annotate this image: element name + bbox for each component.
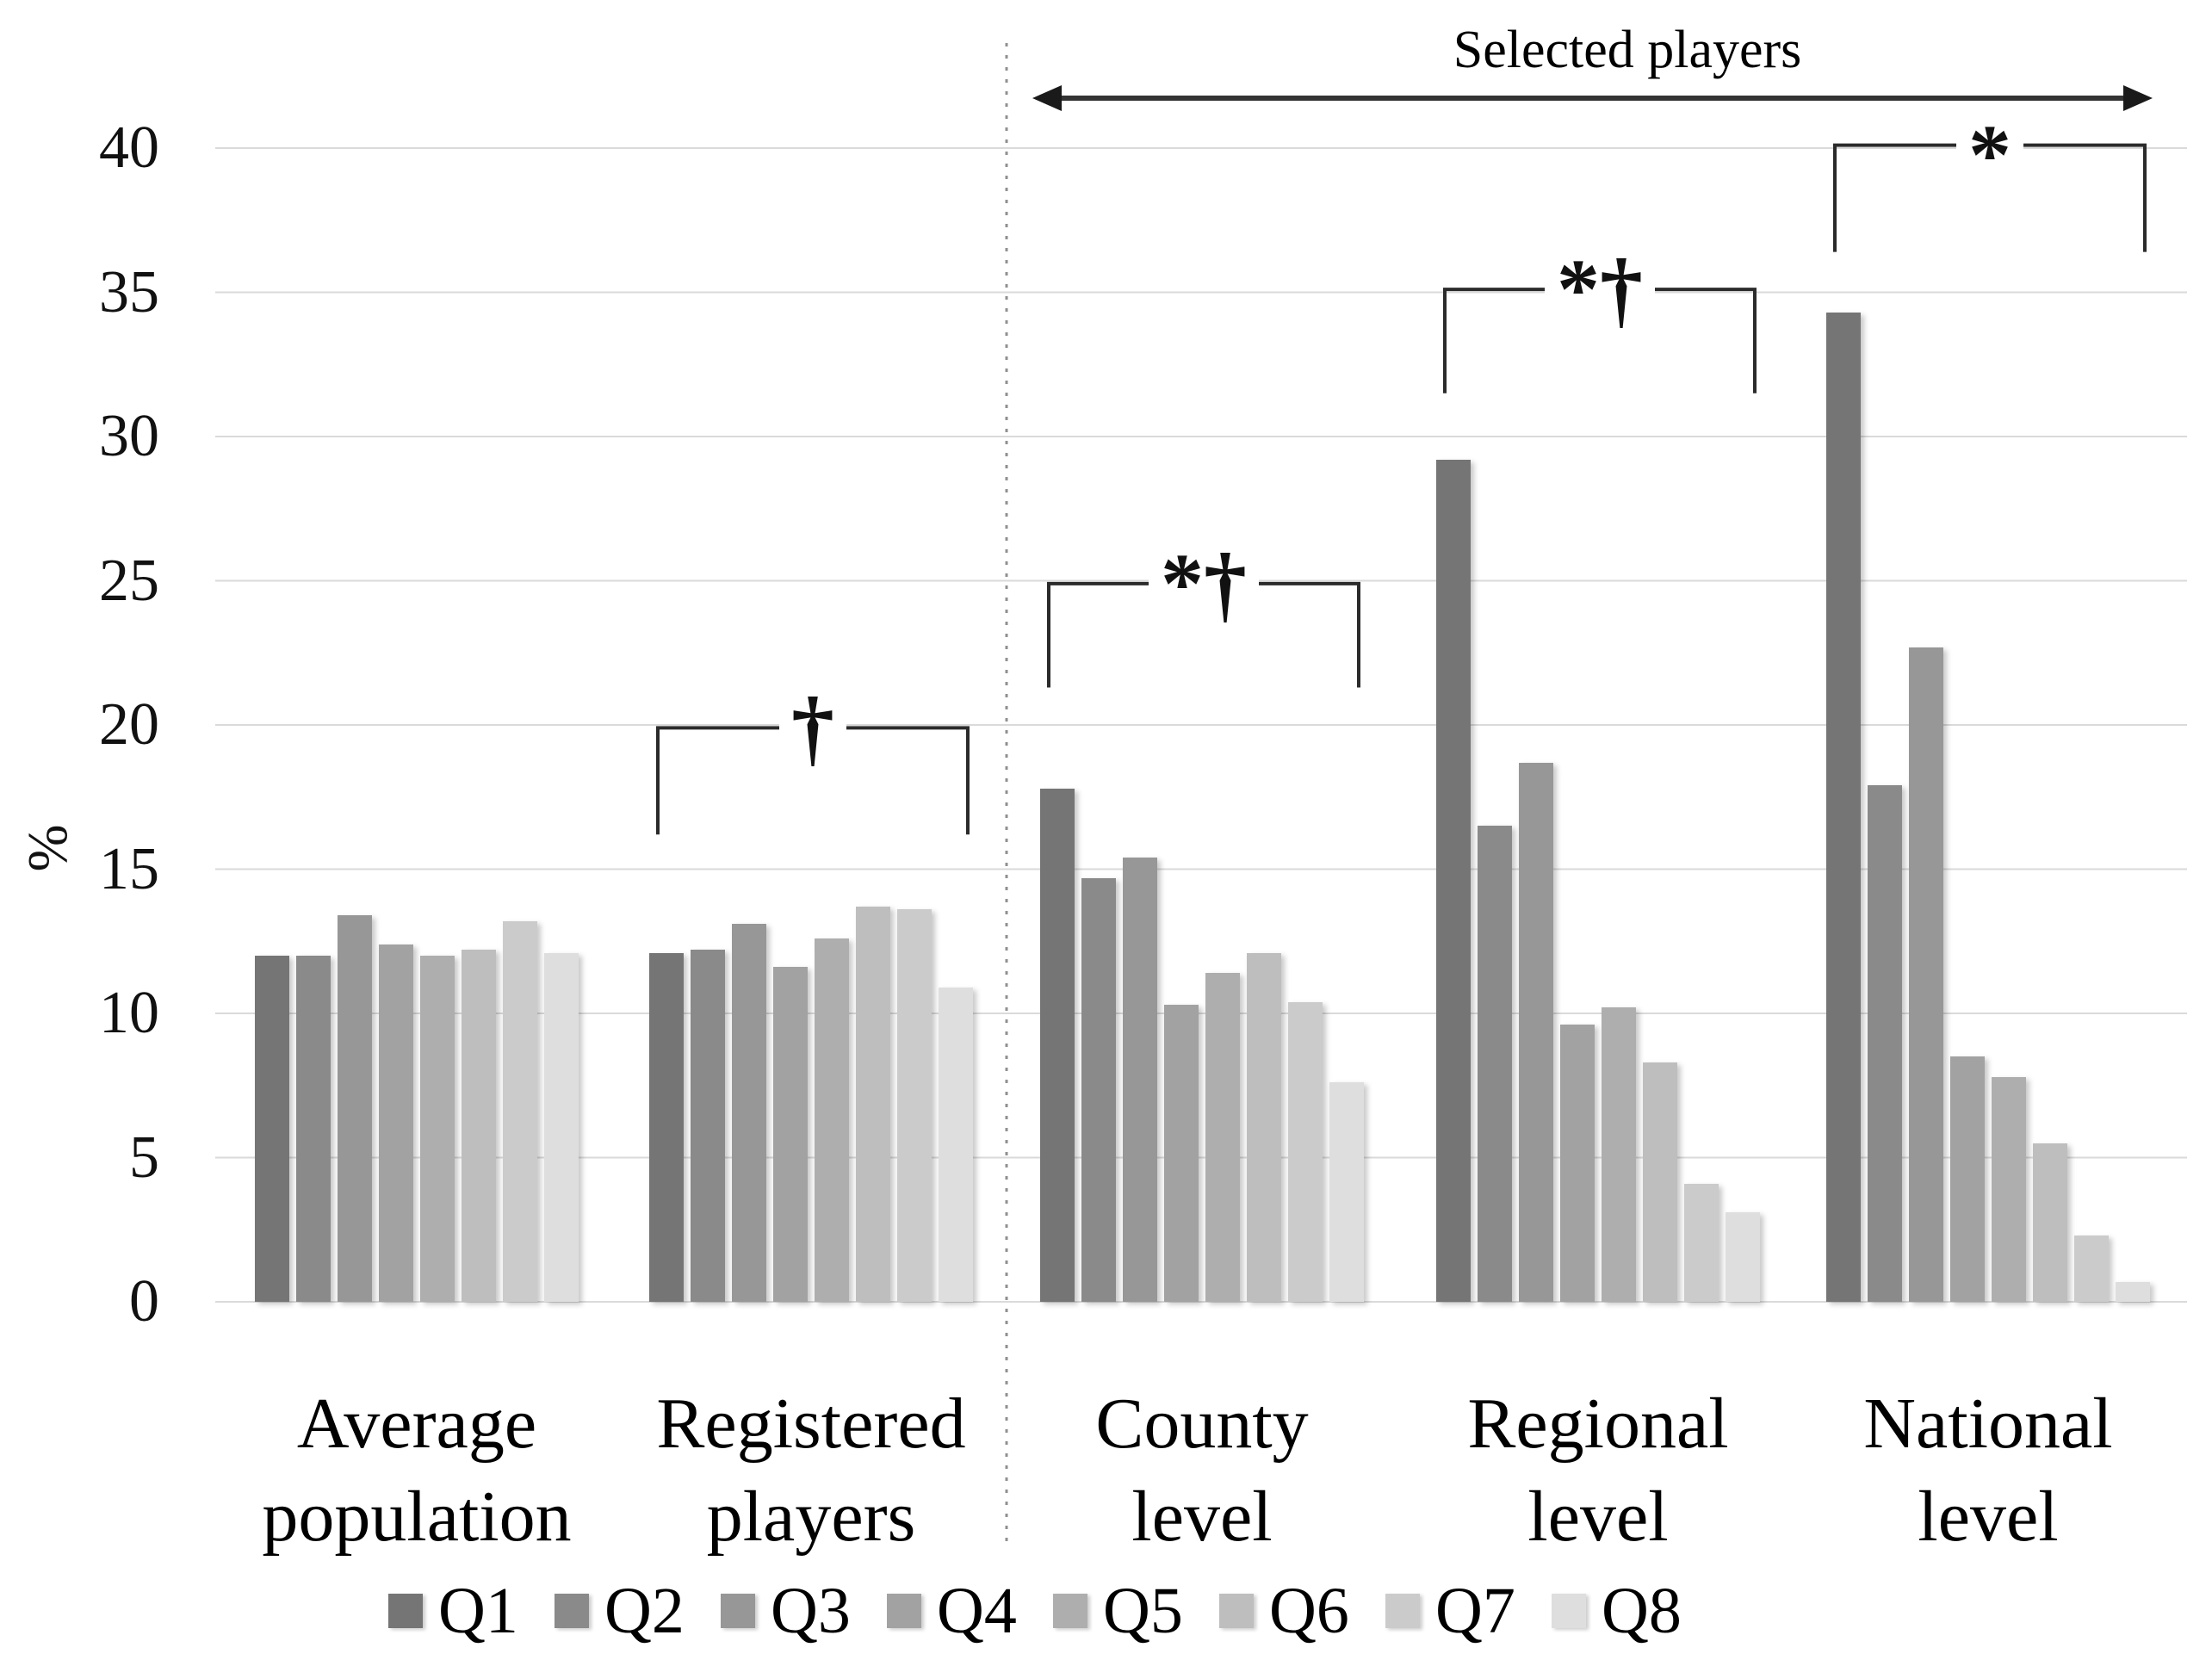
bar-q4-regional-level [1560, 1025, 1595, 1302]
significance-symbol-registered-players: † [779, 684, 846, 771]
legend-label-q5: Q5 [1103, 1575, 1183, 1647]
bar-q4-national-level [1950, 1056, 1985, 1302]
bar-q4-registered-players [773, 967, 808, 1302]
bar-q8-average-population [544, 952, 579, 1302]
bar-q6-average-population [462, 950, 496, 1302]
bar-q3-registered-players [732, 924, 766, 1302]
y-tick-label-5: 5 [129, 1124, 159, 1191]
category-label-average-population: Average population [262, 1378, 571, 1564]
legend-label-q4: Q4 [937, 1575, 1017, 1647]
legend-swatch-q6 [1219, 1594, 1254, 1628]
category-label-line: population [262, 1477, 572, 1557]
category-label-line: County [1095, 1384, 1309, 1464]
y-tick-label-15: 15 [99, 835, 159, 902]
bar-q2-registered-players [691, 950, 725, 1302]
bar-q5-registered-players [815, 938, 849, 1302]
bar-q2-national-level [1868, 785, 1902, 1302]
bar-q7-regional-level [1684, 1183, 1719, 1302]
legend-swatch-q8 [1552, 1594, 1586, 1628]
legend-item-q6: Q6 [1219, 1575, 1349, 1647]
category-label-regional-level: Regional level [1467, 1378, 1728, 1564]
legend-label-q3: Q3 [771, 1575, 851, 1647]
legend-item-q7: Q7 [1385, 1575, 1515, 1647]
bar-q4-county-level [1164, 1004, 1199, 1302]
legend-label-q1: Q1 [438, 1575, 518, 1647]
bar-q2-average-population [296, 956, 331, 1302]
bar-q5-regional-level [1602, 1007, 1636, 1302]
bar-q8-registered-players [939, 987, 973, 1302]
category-label-line: players [706, 1477, 916, 1557]
y-axis-label: % [16, 824, 79, 872]
bar-q3-county-level [1123, 858, 1157, 1302]
category-label-line: level [1918, 1477, 2059, 1557]
legend-label-q6: Q6 [1269, 1575, 1349, 1647]
bar-q3-national-level [1909, 647, 1943, 1302]
legend: Q1 Q2 Q3 Q4 Q5 Q6 Q7 Q8 [0, 1575, 2212, 1647]
y-tick-label-25: 25 [99, 547, 159, 614]
bar-q3-regional-level [1519, 762, 1553, 1302]
bar-q3-average-population [338, 915, 372, 1302]
legend-swatch-q3 [721, 1594, 755, 1628]
legend-item-q8: Q8 [1552, 1575, 1682, 1647]
bar-q1-county-level [1040, 788, 1075, 1302]
legend-swatch-q4 [887, 1594, 921, 1628]
arrowhead-left-icon [1032, 85, 1062, 111]
bar-q1-regional-level [1436, 459, 1471, 1302]
y-tick-label-10: 10 [99, 980, 159, 1046]
bar-q4-average-population [379, 944, 413, 1302]
legend-label-q2: Q2 [604, 1575, 685, 1647]
bar-q6-regional-level [1643, 1062, 1677, 1302]
bar-q1-average-population [255, 956, 289, 1302]
legend-swatch-q1 [388, 1594, 423, 1628]
bar-q2-county-level [1081, 877, 1116, 1302]
bar-q2-regional-level [1478, 826, 1512, 1302]
y-tick-label-30: 30 [99, 403, 159, 469]
legend-item-q3: Q3 [721, 1575, 851, 1647]
category-label-national-level: National level [1863, 1378, 2112, 1564]
legend-item-q5: Q5 [1053, 1575, 1183, 1647]
arrowhead-right-icon [2123, 85, 2153, 111]
bar-q7-average-population [503, 920, 537, 1302]
legend-label-q7: Q7 [1435, 1575, 1515, 1647]
legend-item-q4: Q4 [887, 1575, 1017, 1647]
category-label-line: Registered [656, 1384, 966, 1464]
significance-symbol-regional-level: *† [1545, 246, 1655, 332]
category-label-county-level: County level [1095, 1378, 1308, 1564]
legend-label-q8: Q8 [1602, 1575, 1682, 1647]
selected-players-annotation-label: Selected players [1453, 21, 1802, 79]
category-label-line: level [1131, 1477, 1273, 1557]
category-label-line: Regional [1467, 1384, 1729, 1464]
bar-q5-average-population [420, 956, 455, 1302]
legend-item-q1: Q1 [388, 1575, 518, 1647]
bar-q8-regional-level [1726, 1212, 1760, 1302]
bar-q8-national-level [2116, 1281, 2150, 1302]
bar-q6-county-level [1247, 952, 1281, 1302]
significance-symbol-county-level: *† [1149, 540, 1259, 626]
category-label-line: level [1527, 1477, 1669, 1557]
significance-symbol-national-level: * [1956, 111, 2023, 197]
bar-q7-county-level [1288, 1001, 1323, 1302]
y-tick-label-0: 0 [129, 1268, 159, 1335]
y-tick-label-20: 20 [99, 691, 159, 758]
category-label-line: National [1863, 1384, 2113, 1464]
legend-swatch-q2 [555, 1594, 589, 1628]
bar-q1-registered-players [649, 952, 684, 1302]
bar-q6-national-level [2033, 1143, 2067, 1302]
legend-swatch-q7 [1385, 1594, 1420, 1628]
bar-q1-national-level [1826, 312, 1861, 1302]
bar-q7-national-level [2074, 1235, 2109, 1302]
y-tick-label-35: 35 [99, 258, 159, 325]
legend-swatch-q5 [1053, 1594, 1087, 1628]
bar-q6-registered-players [856, 907, 890, 1302]
bar-q5-national-level [1992, 1076, 2026, 1302]
bar-q5-county-level [1205, 973, 1240, 1302]
category-label-registered-players: Registered players [656, 1378, 965, 1564]
category-label-line: Average [296, 1384, 537, 1464]
bar-q7-registered-players [897, 909, 932, 1302]
bar-q8-county-level [1329, 1082, 1364, 1302]
y-tick-label-40: 40 [99, 115, 159, 181]
legend-item-q2: Q2 [555, 1575, 685, 1647]
